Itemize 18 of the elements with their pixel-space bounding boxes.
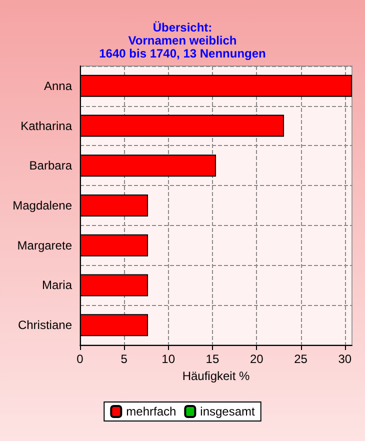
x-tick-label: 0 (76, 352, 84, 366)
x-tick-label: 5 (120, 352, 128, 366)
x-tick-label: 30 (338, 352, 352, 366)
y-tick-label: Margarete (17, 238, 72, 252)
y-tick-label: Barbara (29, 158, 72, 173)
chart-title: Übersicht: Vornamen weiblich 1640 bis 1740, 13 Nennungen (99, 20, 266, 60)
x-tick-label: 15 (206, 352, 220, 366)
y-tick-label: Maria (42, 278, 72, 292)
x-tick-label: 10 (162, 352, 176, 366)
y-tick-label: Katharina (20, 118, 72, 133)
x-tick-label: 20 (250, 352, 264, 366)
x-axis-title: Häufigkeit % (182, 368, 250, 383)
y-tick-label: Anna (44, 78, 72, 93)
legend-label: insgesamt (200, 404, 256, 418)
y-tick-label: Christiane (18, 318, 72, 332)
legend-label: mehrfach (126, 404, 176, 418)
y-tick-label: Magdalene (12, 198, 72, 212)
x-tick-label: 25 (294, 352, 308, 366)
